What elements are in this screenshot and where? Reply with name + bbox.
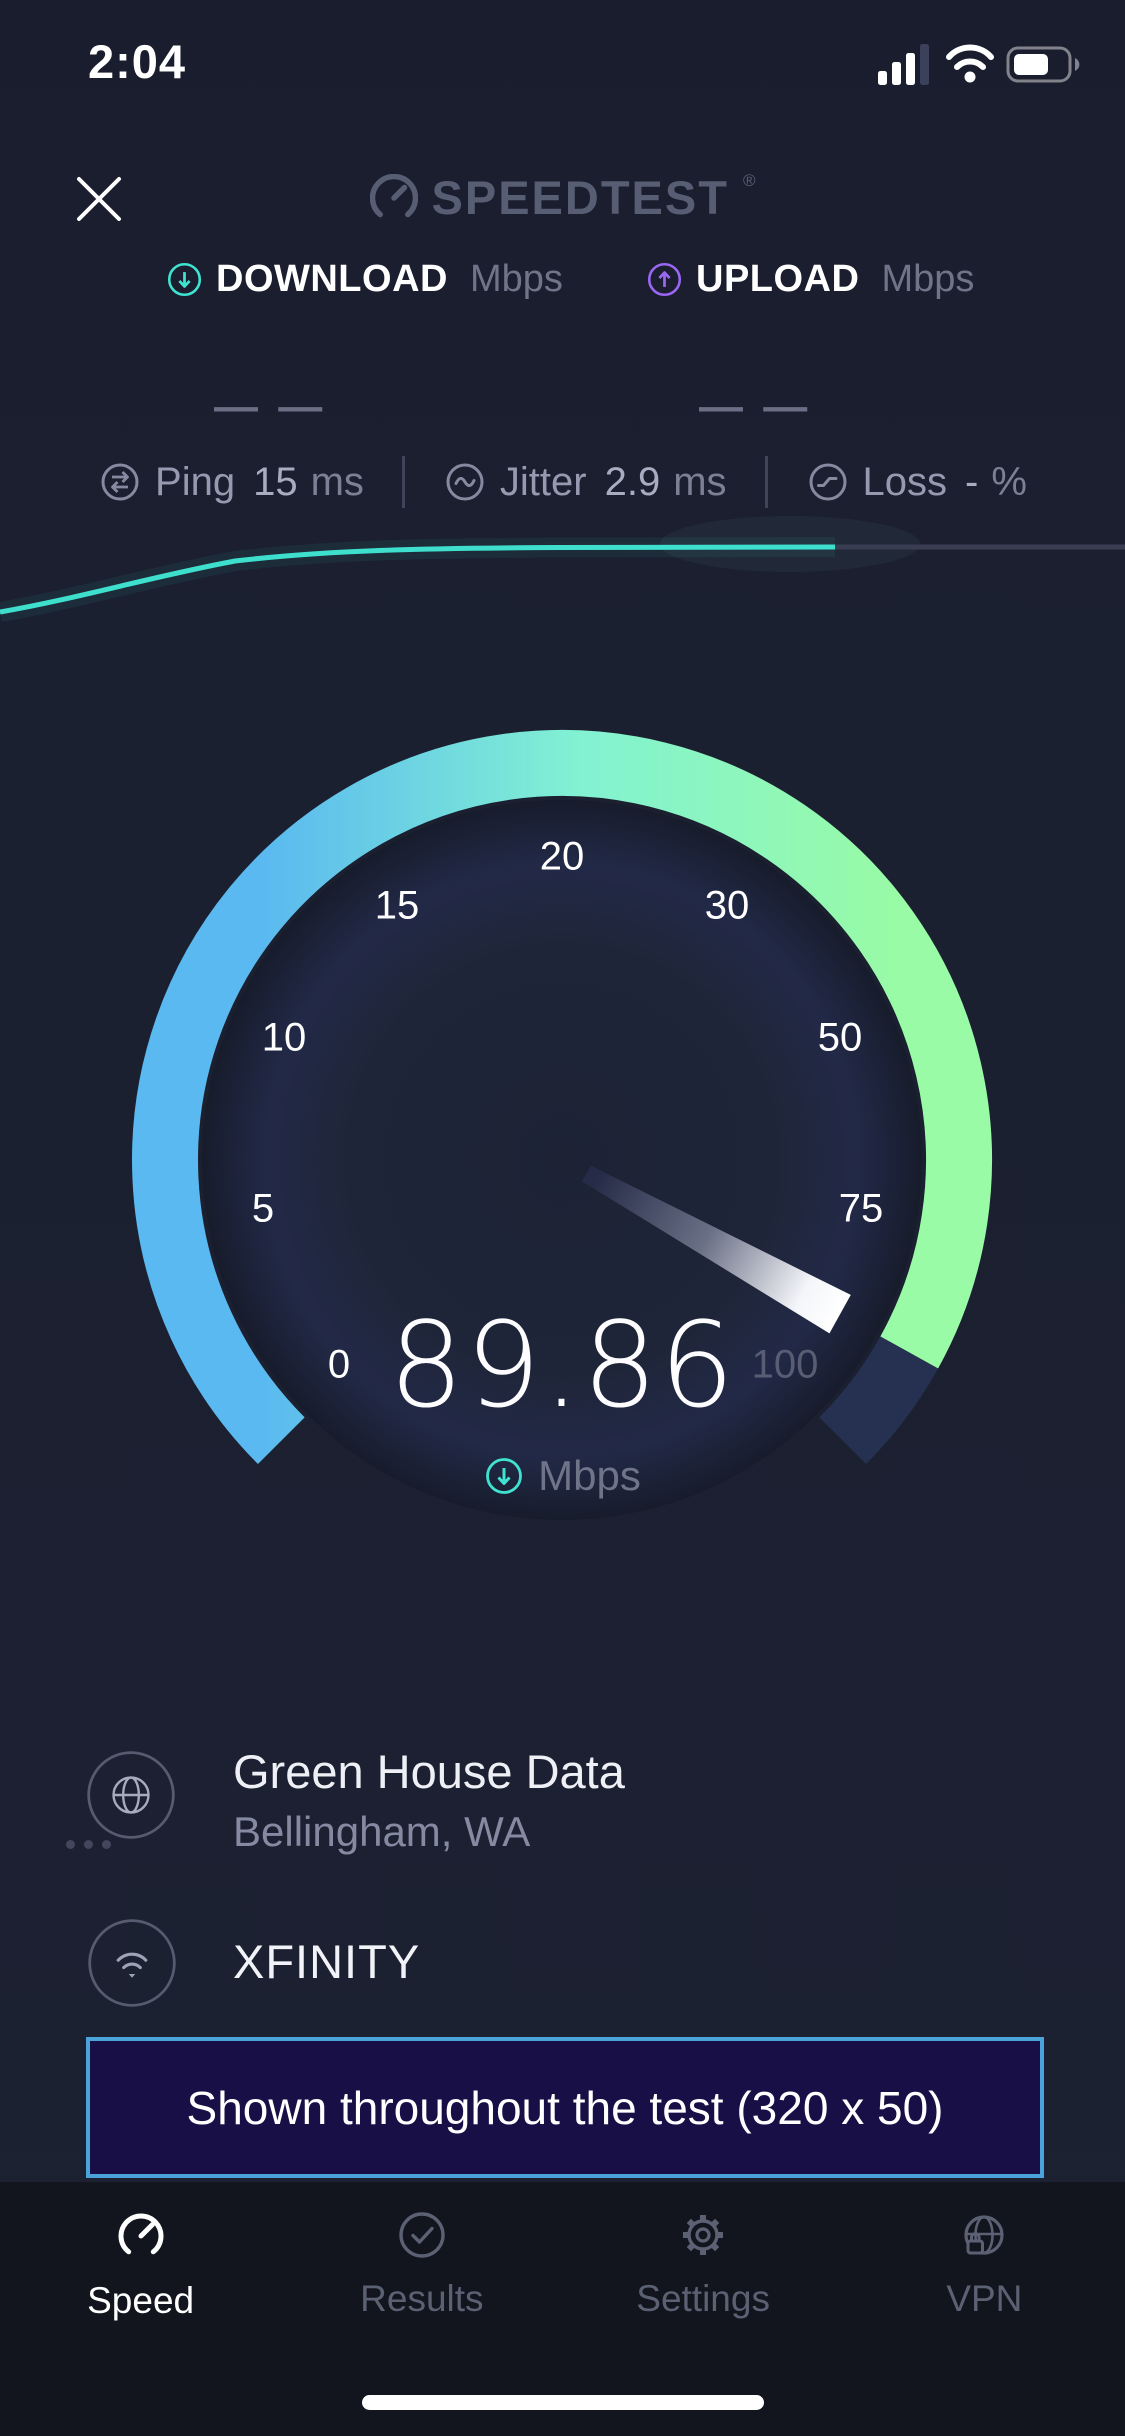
download-unit: Mbps	[469, 258, 563, 300]
upload-value-placeholder: — —	[699, 382, 812, 431]
vpn-globe-lock-icon	[955, 2206, 1013, 2264]
divider	[401, 456, 405, 508]
upload-arrow-icon	[646, 261, 683, 298]
download-speed-value: 89.86	[388, 1296, 737, 1434]
gear-icon	[674, 2206, 732, 2264]
tab-speed[interactable]: Speed	[0, 2182, 281, 2436]
gauge-tick-75: 75	[838, 1186, 884, 1231]
gauge-tick-15: 15	[374, 883, 420, 928]
speedtest-logo: SPEEDTEST ®	[0, 168, 1125, 228]
divider	[764, 456, 768, 508]
server-globe-icon[interactable]	[85, 1749, 177, 1841]
download-value-placeholder: — —	[214, 382, 327, 431]
ping-icon	[98, 460, 142, 504]
tab-vpn[interactable]: VPN	[844, 2182, 1125, 2436]
status-time: 2:04	[88, 35, 187, 88]
jitter-icon	[443, 460, 487, 504]
server-menu-dots[interactable]	[66, 1840, 111, 1849]
loss-icon	[806, 460, 850, 504]
server-location: Bellingham, WA	[233, 1808, 531, 1855]
connection-wifi-icon	[86, 1917, 178, 2009]
gauge-needle	[582, 1165, 851, 1334]
gauge-tick-20: 20	[539, 834, 585, 879]
ad-banner[interactable]: Shown throughout the test (320 x 50)	[86, 2037, 1044, 2178]
latency-row: Ping 15 ms Jitter 2.9 ms Loss - %	[0, 456, 1125, 508]
upload-header: UPLOAD Mbps	[646, 258, 974, 301]
gauge-tick-0: 0	[327, 1342, 351, 1387]
registered-mark: ®	[742, 171, 756, 190]
gauge-tick-30: 30	[704, 883, 750, 928]
jitter-stat: Jitter 2.9 ms	[443, 460, 727, 505]
gauge-unit-label: Mbps	[538, 1452, 641, 1499]
gauge-tick-50: 50	[817, 1015, 863, 1060]
close-button[interactable]	[74, 174, 124, 224]
gauge-unit-row: Mbps	[0, 1452, 1125, 1500]
download-label: DOWNLOAD	[216, 258, 448, 300]
tab-settings[interactable]: Settings	[563, 2182, 844, 2436]
tab-results[interactable]: Results	[281, 2182, 562, 2436]
upload-unit: Mbps	[881, 258, 975, 300]
home-indicator[interactable]	[362, 2395, 764, 2410]
gauge-arc-remainder	[818, 1336, 939, 1465]
speedtest-logo-text: SPEEDTEST	[431, 171, 729, 224]
upload-label: UPLOAD	[696, 258, 860, 300]
tab-bar: Speed Results	[0, 2182, 1125, 2436]
tab-settings-label: Settings	[636, 2278, 770, 2319]
gauge-tick-10: 10	[261, 1015, 307, 1060]
download-arrow-small-icon	[484, 1456, 524, 1496]
gauge-arc-progress	[132, 729, 992, 1464]
loss-stat: Loss - %	[806, 460, 1027, 505]
gauge-dial	[202, 800, 922, 1520]
download-arrow-icon	[166, 261, 203, 298]
speed-graph	[0, 500, 1125, 660]
tab-results-label: Results	[360, 2278, 484, 2319]
download-header: DOWNLOAD Mbps	[166, 258, 563, 301]
speedometer-icon	[111, 2206, 171, 2266]
tab-vpn-label: VPN	[946, 2278, 1023, 2319]
ad-banner-text: Shown throughout the test (320 x 50)	[186, 2081, 944, 2134]
check-circle-icon	[393, 2206, 451, 2264]
gauge-tick-5: 5	[251, 1186, 275, 1231]
ping-stat: Ping 15 ms	[98, 460, 364, 505]
cellular-signal-icon	[878, 42, 932, 86]
connection-ssid: XFINITY	[233, 1935, 421, 1988]
tab-speed-label: Speed	[87, 2280, 195, 2321]
speed-gauge	[112, 710, 1012, 1610]
gauge-tick-100: 100	[751, 1342, 819, 1387]
speedtest-logo-icon	[369, 174, 418, 222]
wifi-status-icon	[942, 42, 998, 86]
server-name[interactable]: Green House Data	[233, 1745, 625, 1798]
battery-icon	[1006, 46, 1084, 84]
